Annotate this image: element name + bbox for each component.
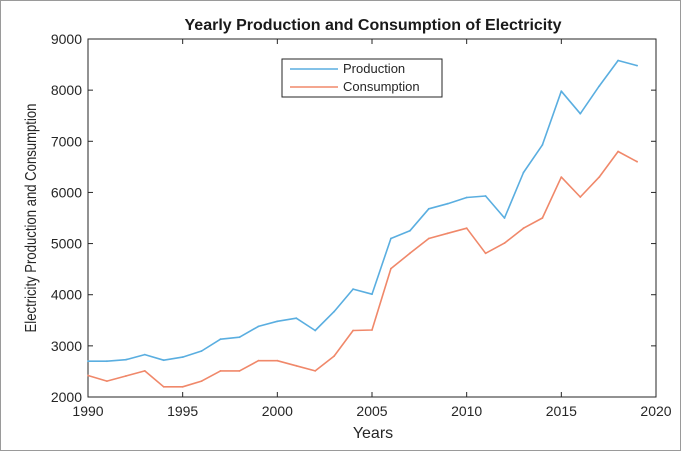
data-point-consumption xyxy=(541,217,544,219)
data-point-production xyxy=(427,207,430,210)
data-point-production xyxy=(162,359,165,362)
x-tick-label: 2020 xyxy=(640,403,671,419)
x-tick-label: 1990 xyxy=(72,403,103,419)
data-point-production xyxy=(484,195,487,197)
legend: Production Consumption xyxy=(281,58,443,98)
data-point-consumption xyxy=(352,329,354,332)
y-axis-title: Electricity Production and Consumption xyxy=(23,104,40,333)
data-point-production xyxy=(636,64,638,67)
y-tick-label: 4000 xyxy=(51,287,82,303)
data-point-consumption xyxy=(181,385,184,388)
data-point-consumption xyxy=(257,359,260,362)
data-point-production xyxy=(560,90,563,93)
data-point-production xyxy=(503,217,506,219)
data-point-consumption xyxy=(446,232,449,235)
x-tick-label: 2010 xyxy=(451,403,482,419)
series-lines xyxy=(87,59,638,388)
chart-title: Yearly Production and Consumption of Ele… xyxy=(185,17,562,34)
data-point-production xyxy=(125,358,127,361)
x-tick-label: 2015 xyxy=(546,403,577,419)
y-tick-label: 5000 xyxy=(51,236,82,252)
data-point-consumption xyxy=(200,380,203,382)
legend-label-production: Production xyxy=(343,61,405,76)
data-point-consumption xyxy=(484,252,487,255)
data-point-production xyxy=(276,320,279,323)
data-point-production xyxy=(181,356,184,358)
data-point-production xyxy=(200,350,203,352)
data-point-production xyxy=(446,202,449,205)
data-point-production xyxy=(257,325,260,328)
data-point-consumption xyxy=(314,370,317,372)
data-point-consumption xyxy=(465,227,468,230)
data-point-production xyxy=(238,336,241,339)
y-tick-label: 6000 xyxy=(51,184,82,200)
data-point-consumption xyxy=(276,359,279,362)
data-point-production xyxy=(541,144,544,146)
data-point-consumption xyxy=(238,370,241,372)
series-line-production xyxy=(88,59,638,363)
data-point-production xyxy=(598,85,601,87)
x-tick-label: 2000 xyxy=(262,403,293,419)
legend-box xyxy=(281,58,443,98)
data-point-consumption xyxy=(522,227,525,230)
data-point-production xyxy=(295,317,298,320)
y-tick-label: 2000 xyxy=(51,389,82,405)
data-point-production xyxy=(352,288,354,290)
data-point-consumption xyxy=(295,364,298,367)
data-point-consumption xyxy=(371,329,373,331)
data-point-consumption xyxy=(125,375,127,377)
data-point-production xyxy=(371,293,373,296)
series-line-consumption xyxy=(87,150,638,388)
y-tick-label: 9000 xyxy=(51,31,82,47)
data-point-consumption xyxy=(503,242,506,245)
data-point-production xyxy=(579,112,582,115)
axis-ticks: 1990 1995 2000 2005 2010 2015 2020 2000 3000 4000… xyxy=(51,31,672,419)
data-point-production xyxy=(617,59,619,62)
legend-label-consumption: Consumption xyxy=(343,79,420,94)
data-point-consumption xyxy=(579,196,582,198)
data-point-production xyxy=(143,353,146,356)
data-point-consumption xyxy=(560,176,563,179)
data-point-production xyxy=(106,360,108,363)
y-tick-label: 8000 xyxy=(51,82,82,98)
data-point-production xyxy=(333,310,335,313)
data-point-consumption xyxy=(598,176,601,179)
y-tick-label: 3000 xyxy=(51,338,82,354)
data-point-production xyxy=(465,196,468,199)
data-point-consumption xyxy=(427,237,430,240)
data-point-production xyxy=(219,338,222,341)
x-axis-title: Years xyxy=(353,425,393,442)
data-point-production xyxy=(390,237,392,240)
data-point-consumption xyxy=(219,370,222,372)
data-point-consumption xyxy=(333,355,335,357)
data-point-consumption xyxy=(106,380,108,382)
data-point-consumption xyxy=(162,385,165,388)
x-tick-label: 2005 xyxy=(356,403,387,419)
data-point-consumption xyxy=(87,374,89,377)
data-point-production xyxy=(87,360,89,363)
data-point-consumption xyxy=(143,370,146,372)
data-point-consumption xyxy=(617,150,619,153)
data-point-production xyxy=(409,229,411,232)
plot-area xyxy=(87,38,657,398)
data-point-production xyxy=(314,329,317,332)
data-point-consumption xyxy=(390,267,392,270)
x-tick-label: 1995 xyxy=(167,403,198,419)
y-tick-label: 7000 xyxy=(51,133,82,149)
data-point-consumption xyxy=(636,160,638,163)
data-point-consumption xyxy=(409,252,411,255)
data-point-production xyxy=(522,171,525,174)
